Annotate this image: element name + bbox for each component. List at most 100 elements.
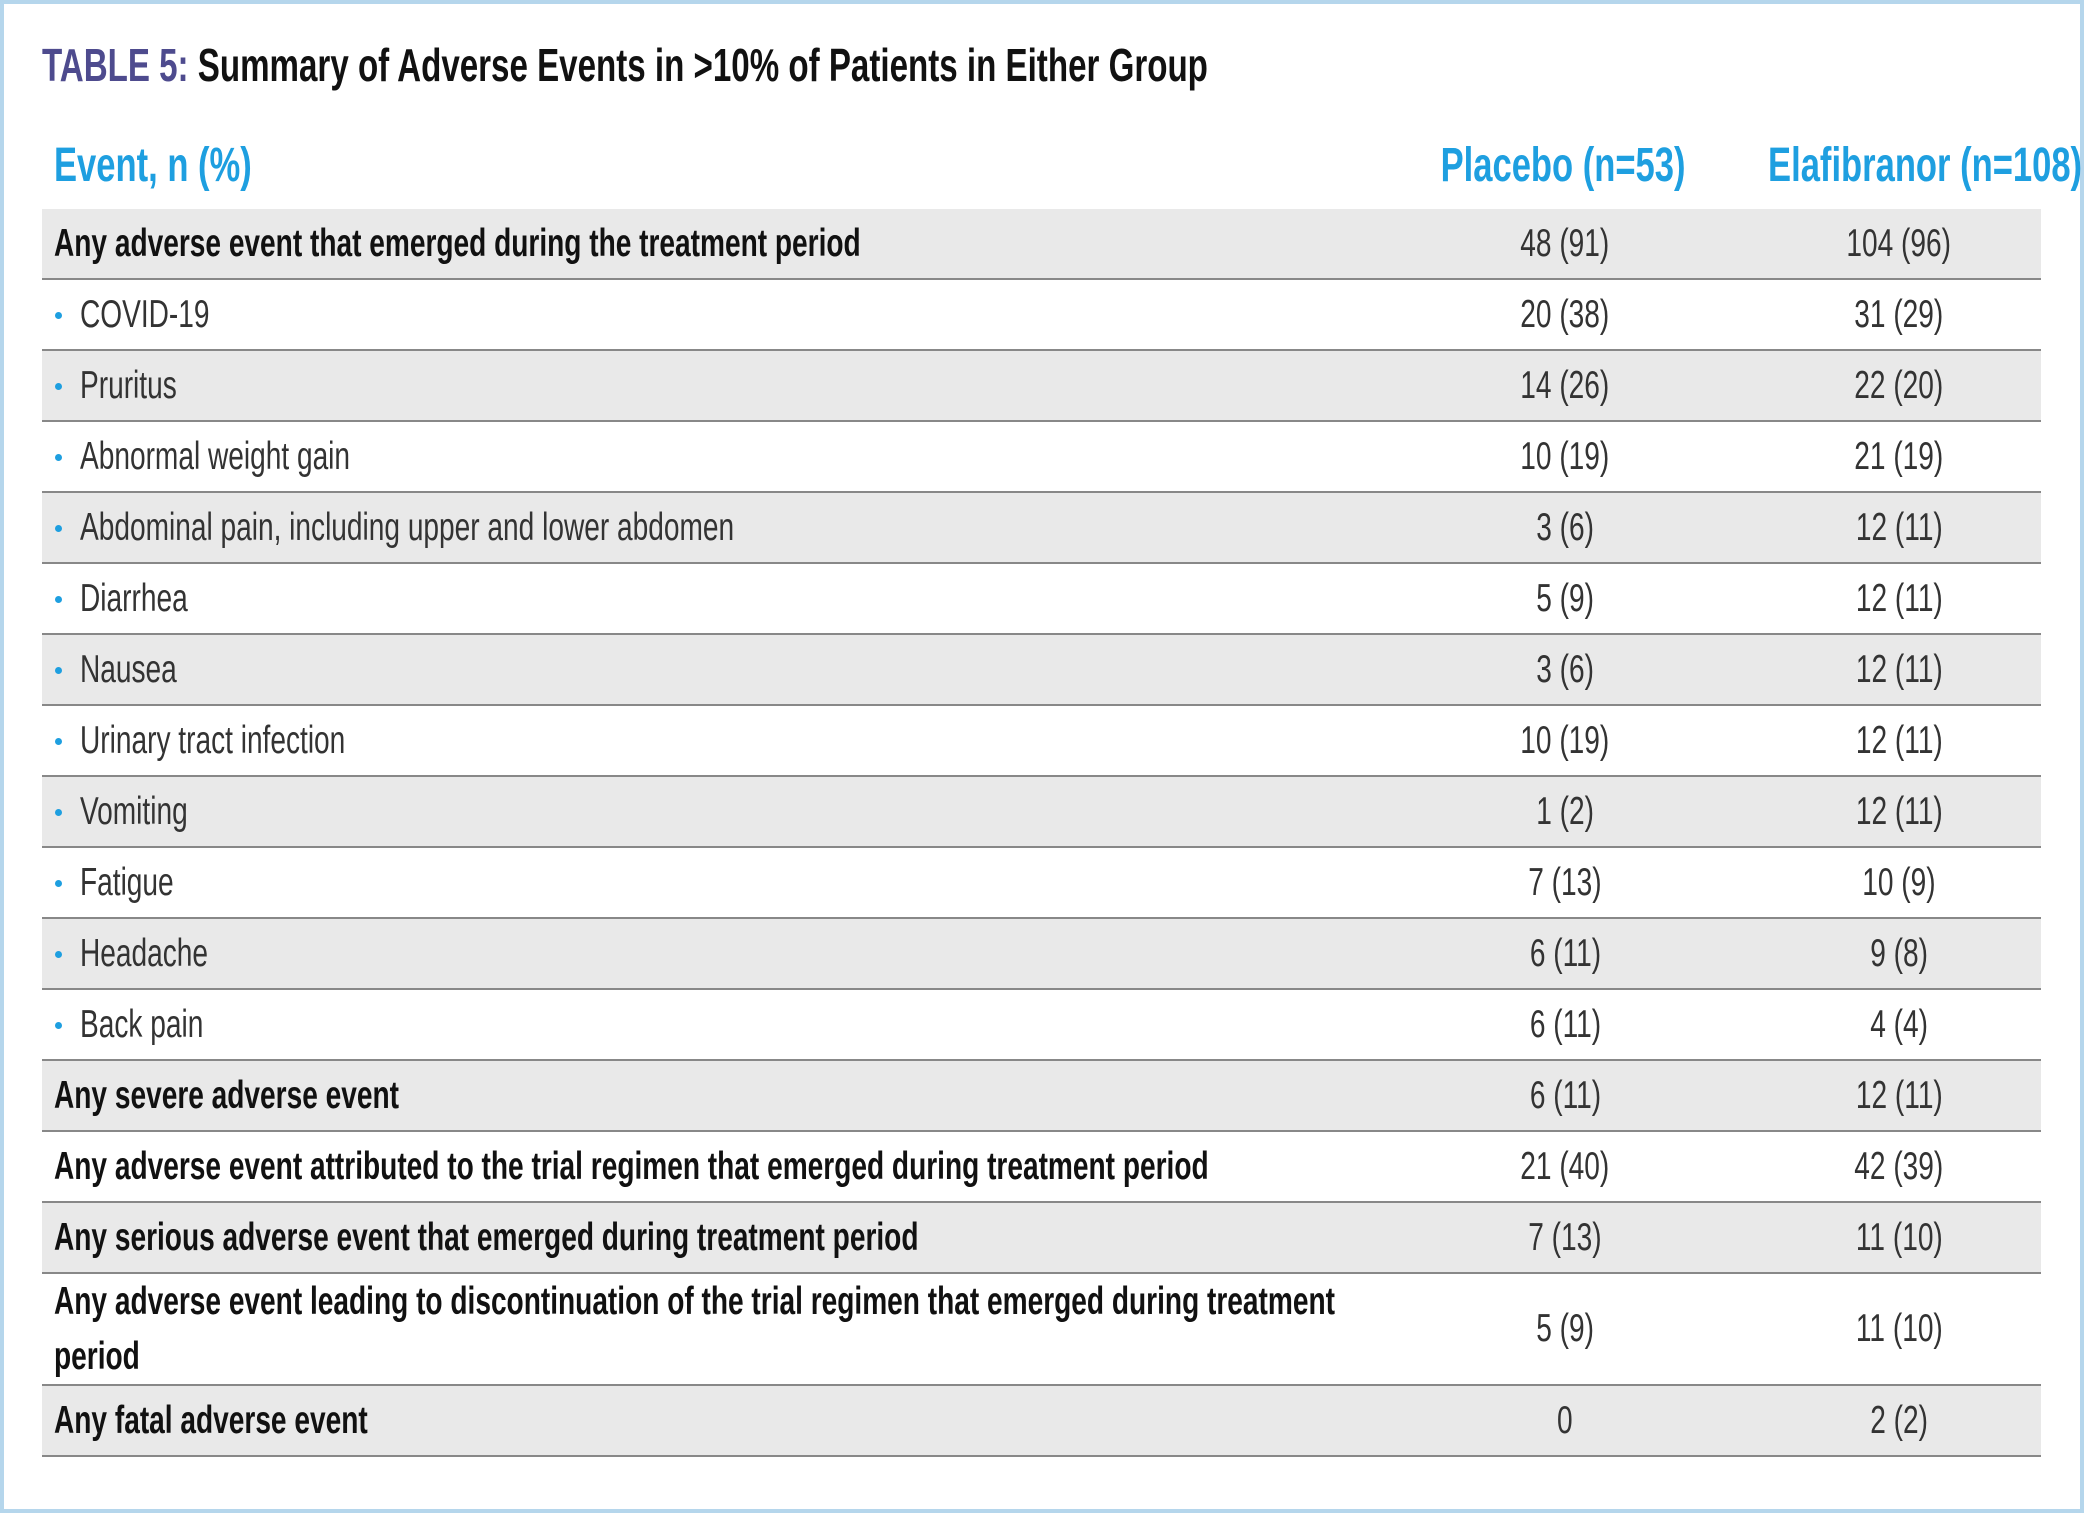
event-cell: Pruritus [42,364,1372,408]
table-row: Any adverse event that emerged during th… [42,209,2041,280]
table-row: COVID-19 20 (38) 31 (29) [42,280,2041,351]
elafibranor-cell: 4 (4) [1749,1003,2049,1047]
event-cell: Urinary tract infection [42,719,1372,763]
header-row: Event, n (%) Placebo (n=53) Elafibranor … [42,130,2082,211]
table-row: Any serious adverse event that emerged d… [42,1203,2041,1274]
table-body: Any adverse event that emerged during th… [42,209,2041,1457]
elafibranor-value: 12 (11) [1855,718,1943,762]
table-row: Abnormal weight gain 10 (19) 21 (19) [42,422,2041,493]
table-row: Urinary tract infection 10 (19) 12 (11) [42,706,2041,777]
title: TABLE 5: Summary of Adverse Events in >1… [42,38,1661,92]
elafibranor-value: 12 (11) [1855,647,1943,691]
elafibranor-value: 2 (2) [1870,1398,1928,1442]
placebo-value: 10 (19) [1520,434,1610,478]
table-row: Nausea 3 (6) 12 (11) [42,635,2041,706]
event-label: Any severe adverse event [54,1074,399,1117]
placebo-cell: 6 (11) [1415,932,1715,976]
placebo-value: 3 (6) [1536,647,1594,691]
elafibranor-cell: 12 (11) [1749,648,2049,692]
event-label: Urinary tract infection [80,718,346,762]
table-row: Any fatal adverse event 0 2 (2) [42,1386,2041,1457]
event-label: Abnormal weight gain [80,434,351,478]
column-header: Event, n (%) [54,139,252,192]
placebo-cell: 0 [1415,1399,1715,1443]
column-header: Elafibranor (n=108) [1768,139,2083,192]
placebo-cell: 21 (40) [1415,1145,1715,1189]
elafibranor-value: 10 (9) [1862,860,1936,904]
event-label: Any fatal adverse event [54,1399,368,1442]
placebo-value: 5 (9) [1536,1307,1594,1350]
placebo-value: 10 (19) [1520,718,1610,762]
placebo-value: 5 (9) [1536,576,1594,620]
event-cell: COVID-19 [42,293,1372,337]
placebo-cell: 1 (2) [1415,790,1715,834]
elafibranor-cell: 104 (96) [1749,222,2049,266]
event-label: Abdominal pain, including upper and lowe… [80,505,735,549]
elafibranor-value: 104 (96) [1846,221,1952,265]
placebo-value: 0 [1557,1398,1573,1442]
elafibranor-value: 12 (11) [1855,789,1943,833]
placebo-cell: 6 (11) [1415,1074,1715,1118]
elafibranor-value: 12 (11) [1855,1073,1943,1117]
event-label: Any adverse event leading to discontinua… [54,1280,1335,1378]
elafibranor-cell: 10 (9) [1749,861,2049,905]
column-header: Placebo (n=53) [1440,139,1686,192]
elafibranor-cell: 12 (11) [1749,1074,2049,1118]
elafibranor-cell: 42 (39) [1749,1145,2049,1189]
event-cell: Any adverse event that emerged during th… [42,216,1372,271]
table-row: Any adverse event leading to discontinua… [42,1274,2041,1386]
placebo-value: 14 (26) [1520,363,1610,407]
elafibranor-value: 42 (39) [1854,1144,1944,1188]
event-cell: Back pain [42,1003,1372,1047]
event-cell: Any adverse event leading to discontinua… [42,1274,1372,1384]
table-title: Summary of Adverse Events in >10% of Pat… [197,39,1208,91]
elafibranor-value: 31 (29) [1854,292,1944,336]
elafibranor-value: 12 (11) [1855,505,1943,549]
placebo-value: 20 (38) [1520,292,1610,336]
elafibranor-cell: 12 (11) [1749,719,2049,763]
event-label: Diarrhea [80,576,188,620]
event-label: Headache [80,931,209,975]
placebo-cell: 6 (11) [1415,1003,1715,1047]
placebo-value: 1 (2) [1536,789,1594,833]
elafibranor-cell: 21 (19) [1749,435,2049,479]
elafibranor-cell: 12 (11) [1749,506,2049,550]
placebo-cell: 7 (13) [1415,1216,1715,1260]
table-row: Headache 6 (11) 9 (8) [42,919,2041,990]
table-row: Any severe adverse event 6 (11) 12 (11) [42,1061,2041,1132]
placebo-value: 6 (11) [1529,1002,1601,1046]
placebo-cell: 3 (6) [1415,648,1715,692]
event-label: Any serious adverse event that emerged d… [54,1216,919,1259]
placebo-cell: 20 (38) [1415,293,1715,337]
table-label: TABLE 5: [42,39,189,91]
table-row: Back pain 6 (11) 4 (4) [42,990,2041,1061]
event-label: Fatigue [80,860,174,904]
event-cell: Diarrhea [42,577,1372,621]
placebo-value: 3 (6) [1536,505,1594,549]
elafibranor-cell: 11 (10) [1749,1307,2049,1351]
placebo-cell: 10 (19) [1415,435,1715,479]
elafibranor-value: 9 (8) [1870,931,1928,975]
elafibranor-cell: 11 (10) [1749,1216,2049,1260]
placebo-cell: 7 (13) [1415,861,1715,905]
elafibranor-value: 4 (4) [1870,1002,1928,1046]
elafibranor-cell: 12 (11) [1749,790,2049,834]
elafibranor-cell: 9 (8) [1749,932,2049,976]
event-cell: Any fatal adverse event [42,1393,1372,1448]
placebo-value: 7 (13) [1528,1215,1602,1259]
table-row: Pruritus 14 (26) 22 (20) [42,351,2041,422]
event-cell: Fatigue [42,861,1372,905]
placebo-cell: 48 (91) [1415,222,1715,266]
placebo-value: 6 (11) [1529,931,1601,975]
elafibranor-value: 21 (19) [1854,434,1944,478]
event-label: Nausea [80,647,177,691]
placebo-cell: 14 (26) [1415,364,1715,408]
table-row: Abdominal pain, including upper and lowe… [42,493,2041,564]
table-row: Fatigue 7 (13) 10 (9) [42,848,2041,919]
event-cell: Abnormal weight gain [42,435,1372,479]
placebo-cell: 10 (19) [1415,719,1715,763]
event-label: Vomiting [80,789,188,833]
elafibranor-cell: 2 (2) [1749,1399,2049,1443]
